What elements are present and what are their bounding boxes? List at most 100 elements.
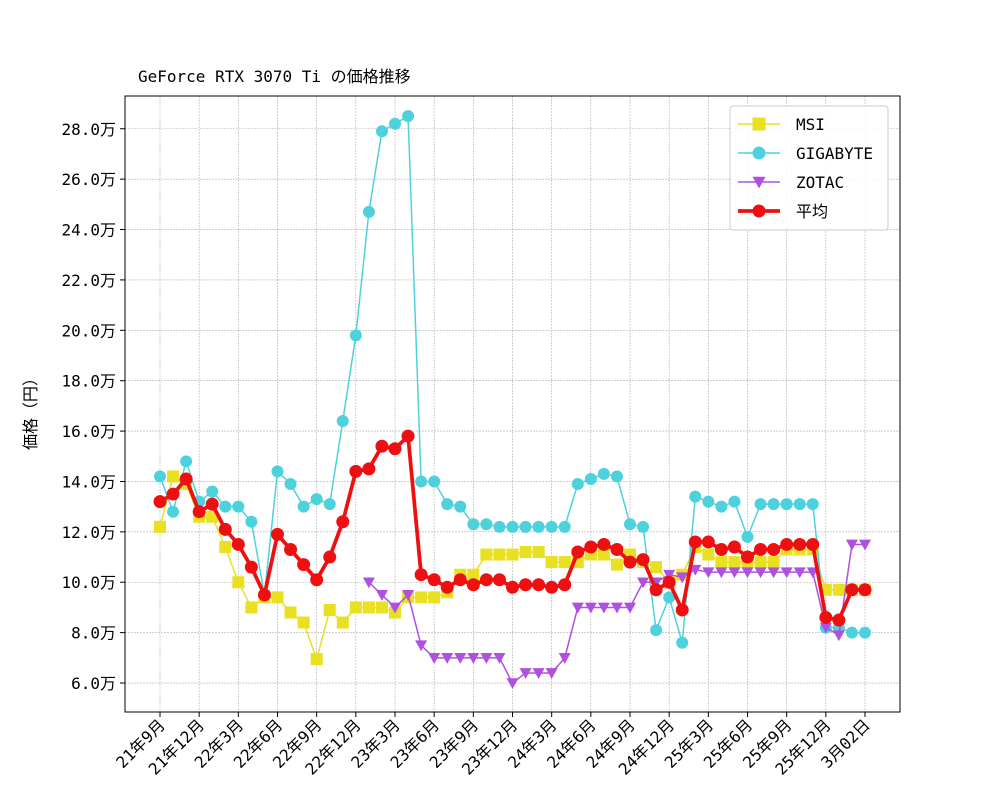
data-point <box>218 522 232 536</box>
data-point <box>414 568 428 582</box>
y-tick-label: 22.0万 <box>61 271 116 290</box>
data-point <box>532 668 545 679</box>
data-point <box>480 653 493 664</box>
data-point <box>415 640 428 652</box>
data-point <box>767 498 780 511</box>
data-point <box>754 567 767 579</box>
data-point <box>428 591 441 604</box>
data-point <box>584 472 597 485</box>
data-point <box>441 653 454 664</box>
legend-label: ZOTAC <box>796 173 844 192</box>
data-point <box>245 515 258 528</box>
data-point <box>728 556 741 569</box>
y-tick-label: 8.0万 <box>71 624 116 643</box>
data-point <box>610 470 623 483</box>
data-point <box>597 467 610 480</box>
data-point <box>558 653 571 664</box>
data-point <box>389 117 401 130</box>
data-point <box>153 495 167 509</box>
data-point <box>715 567 728 579</box>
data-point <box>663 591 676 604</box>
plot-frame <box>124 95 901 713</box>
data-point <box>244 560 258 574</box>
data-point <box>506 580 519 594</box>
data-point <box>466 578 480 592</box>
data-point <box>702 495 715 508</box>
data-point <box>493 653 506 664</box>
y-axis-label: 価格（円） <box>21 370 40 450</box>
data-point <box>545 580 559 594</box>
data-point <box>532 520 545 533</box>
data-point <box>323 550 337 564</box>
data-point <box>428 475 441 488</box>
data-point <box>819 611 833 625</box>
y-tick-label: 14.0万 <box>61 472 116 491</box>
data-point <box>401 429 415 443</box>
data-point <box>297 616 310 629</box>
data-point <box>741 530 754 543</box>
data-point <box>859 539 871 551</box>
data-point <box>362 601 375 614</box>
data-point <box>192 505 206 519</box>
data-point <box>375 601 388 614</box>
data-point <box>806 537 820 551</box>
legend-marker <box>752 146 766 160</box>
data-point <box>480 518 493 531</box>
data-point <box>806 498 819 511</box>
data-point <box>271 465 284 478</box>
y-tick-label: 10.0万 <box>61 573 116 592</box>
data-point <box>676 572 689 584</box>
data-point <box>662 575 676 589</box>
data-point <box>845 626 858 639</box>
data-point <box>440 580 454 594</box>
data-point <box>597 602 610 614</box>
data-point <box>362 462 376 476</box>
data-point <box>545 520 558 533</box>
data-point <box>767 542 781 556</box>
data-point <box>323 498 336 511</box>
data-point <box>284 542 298 556</box>
legend-marker <box>752 204 766 218</box>
data-point <box>780 537 794 551</box>
data-point <box>519 578 533 592</box>
data-point <box>453 573 467 587</box>
data-point <box>859 626 871 639</box>
data-point <box>467 518 480 531</box>
data-point <box>506 678 519 690</box>
data-point <box>858 583 872 597</box>
data-point <box>180 455 193 468</box>
data-point <box>819 622 832 634</box>
data-point <box>206 485 219 498</box>
data-point <box>323 603 336 616</box>
data-point <box>167 505 180 518</box>
data-point <box>793 567 806 579</box>
legend-marker <box>752 117 766 131</box>
data-point <box>219 540 232 553</box>
data-point <box>480 548 493 561</box>
data-point <box>167 470 180 483</box>
data-point <box>336 616 349 629</box>
data-point <box>832 613 846 627</box>
data-point <box>715 500 728 513</box>
data-point <box>689 564 702 576</box>
data-point <box>245 601 258 614</box>
data-point <box>571 477 584 490</box>
data-point <box>506 548 519 561</box>
chart-title: GeForce RTX 3070 Ti の価格推移 <box>138 67 411 86</box>
data-point <box>154 520 166 533</box>
data-point <box>454 653 467 664</box>
data-point <box>702 567 715 579</box>
data-point <box>493 520 506 533</box>
data-point <box>415 475 428 488</box>
data-point <box>427 573 441 587</box>
data-point <box>154 470 166 483</box>
data-point <box>845 539 858 551</box>
legend-box <box>729 105 889 231</box>
data-point <box>845 583 859 597</box>
data-point <box>271 527 284 541</box>
legend-label: GIGABYTE <box>796 144 873 163</box>
data-point <box>637 577 650 589</box>
data-point <box>767 567 780 579</box>
data-point <box>571 602 584 614</box>
